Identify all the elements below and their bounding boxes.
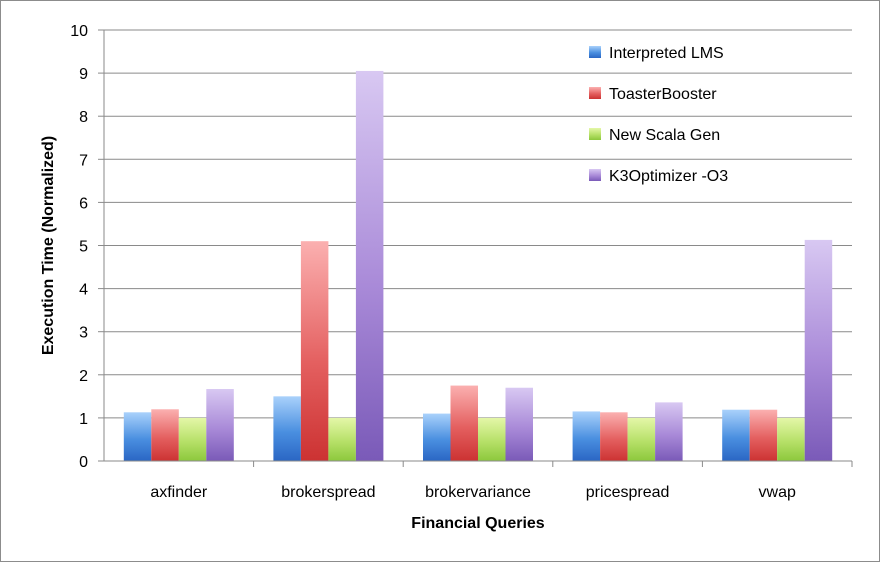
x-tick-label: pricespread	[586, 484, 670, 501]
y-tick-label: 2	[79, 368, 88, 385]
legend-swatch	[589, 128, 601, 140]
bars	[123, 70, 833, 461]
bar	[505, 387, 533, 461]
bar	[450, 385, 478, 461]
y-tick-label: 6	[79, 195, 88, 212]
bar	[178, 417, 207, 461]
y-tick-label: 5	[79, 239, 88, 256]
bar	[804, 239, 833, 461]
x-tick-label: axfinder	[150, 484, 208, 501]
legend-label: ToasterBooster	[609, 86, 717, 103]
bar	[206, 389, 234, 461]
bar	[655, 402, 683, 461]
legend: Interpreted LMS ToasterBooster New Scala G…	[589, 45, 728, 185]
legend-label: New Scala Gen	[609, 127, 720, 144]
bar	[749, 409, 778, 461]
y-tick-label: 1	[79, 411, 88, 428]
bar	[423, 413, 451, 461]
bar	[151, 409, 179, 461]
bar	[328, 417, 356, 461]
y-tick-label: 4	[79, 282, 88, 299]
x-axis-label: Financial Queries	[411, 515, 544, 532]
bar	[627, 417, 656, 461]
x-tick-label: brokerspread	[281, 484, 375, 501]
y-tick-label: 10	[70, 23, 88, 40]
bar	[572, 411, 601, 461]
y-tick-labels: 0 1 2 3 4 5 6 7 8 9 10	[70, 23, 88, 471]
y-axis-label: Execution Time (Normalized)	[40, 136, 57, 355]
x-tick-label: vwap	[759, 484, 796, 501]
legend-label: Interpreted LMS	[609, 45, 724, 62]
x-tick-labels: axfinder brokerspread brokervariance prices…	[150, 484, 796, 501]
axes	[103, 30, 853, 467]
x-tick-label: brokervariance	[425, 484, 531, 501]
y-tick-label: 9	[79, 66, 88, 83]
y-tick-label: 3	[79, 325, 88, 342]
bar	[273, 396, 301, 461]
y-tick-label: 8	[79, 109, 88, 126]
bar	[123, 412, 152, 461]
bar	[355, 70, 384, 461]
bar	[300, 241, 329, 461]
bar	[722, 409, 750, 461]
legend-swatch	[589, 169, 601, 181]
legend-swatch	[589, 46, 601, 58]
y-tick-label: 7	[79, 152, 88, 169]
bar	[478, 417, 506, 461]
legend-swatch	[589, 87, 601, 99]
legend-label: K3Optimizer -O3	[609, 168, 728, 185]
bar	[600, 412, 628, 461]
y-tick-label: 0	[79, 454, 88, 471]
bar	[777, 417, 805, 461]
